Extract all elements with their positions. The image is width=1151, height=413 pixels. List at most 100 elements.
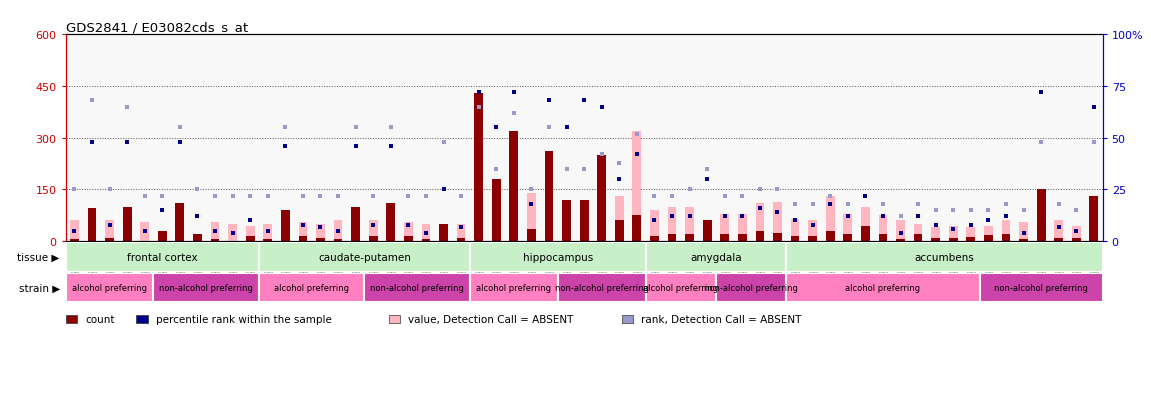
Point (364, 222, 382, 228)
Bar (470, 242, 646, 272)
Point (663, 193, 681, 199)
Bar (980, 273, 1103, 303)
Bar (259, 242, 470, 272)
Point (136, 228, 154, 235)
Point (399, 222, 418, 228)
Point (1084, 139, 1103, 146)
Bar (510, 131, 518, 242)
Bar (457, 224, 465, 242)
Bar (1054, 221, 1064, 242)
Point (259, 228, 277, 235)
Point (170, 139, 189, 146)
Bar (967, 228, 975, 242)
Text: alcohol preferring: alcohol preferring (846, 283, 921, 292)
Bar (650, 236, 658, 242)
Bar (984, 226, 993, 242)
Point (909, 201, 928, 208)
Bar (897, 240, 905, 242)
Point (540, 125, 558, 131)
Point (980, 218, 998, 224)
Point (206, 228, 224, 235)
Point (153, 193, 171, 199)
Bar (298, 223, 307, 242)
Bar (544, 152, 554, 242)
Text: non-alcohol preferring: non-alcohol preferring (994, 283, 1088, 292)
Point (557, 125, 576, 131)
Bar (457, 238, 465, 242)
Point (680, 214, 699, 220)
Point (821, 201, 839, 208)
Point (610, 176, 628, 183)
Point (593, 104, 611, 111)
Point (382, 143, 401, 150)
Point (1084, 104, 1103, 111)
Bar (175, 204, 184, 242)
Point (523, 187, 541, 193)
Point (750, 187, 769, 193)
Point (189, 187, 207, 193)
Text: alcohol preferring: alcohol preferring (73, 283, 147, 292)
Point (646, 193, 664, 199)
Bar (558, 273, 646, 303)
Point (399, 193, 418, 199)
Bar (491, 180, 501, 242)
Point (434, 139, 452, 146)
Bar (791, 219, 800, 242)
Bar (931, 238, 940, 242)
Bar (123, 207, 131, 242)
Point (839, 201, 857, 208)
Bar (1001, 221, 1011, 242)
Point (170, 125, 189, 131)
Bar (716, 273, 786, 303)
Bar (105, 238, 114, 242)
Point (523, 201, 541, 208)
Bar (153, 273, 259, 303)
Text: alcohol preferring: alcohol preferring (274, 283, 349, 292)
Bar (755, 204, 764, 242)
Point (750, 205, 769, 212)
Point (382, 125, 401, 131)
Text: rank, Detection Call = ABSENT: rank, Detection Call = ABSENT (641, 314, 801, 324)
Bar (1019, 223, 1028, 242)
Point (733, 193, 752, 199)
Point (504, 90, 523, 96)
Point (768, 209, 786, 216)
Point (1014, 230, 1032, 237)
Bar (70, 240, 78, 242)
Point (821, 193, 839, 199)
Bar (527, 230, 536, 242)
Text: alcohol preferring: alcohol preferring (643, 283, 718, 292)
Bar (562, 200, 571, 242)
Point (698, 166, 716, 173)
Point (452, 224, 471, 230)
Point (698, 176, 716, 183)
Bar (264, 224, 272, 242)
Text: caudate-putamen: caudate-putamen (318, 252, 411, 262)
Point (997, 201, 1015, 208)
Point (733, 214, 752, 220)
Text: GDS2841 / E03082cds_s_at: GDS2841 / E03082cds_s_at (66, 21, 247, 34)
Bar (791, 236, 800, 242)
Point (1067, 207, 1085, 214)
Point (346, 143, 365, 150)
Text: non-alcohol preferring: non-alcohol preferring (371, 283, 464, 292)
Bar (773, 202, 782, 242)
Point (961, 222, 980, 228)
Point (803, 222, 822, 228)
Bar (317, 224, 325, 242)
Point (329, 228, 348, 235)
Bar (474, 94, 483, 242)
Point (259, 193, 277, 199)
Point (364, 193, 382, 199)
Point (417, 230, 435, 237)
Bar (844, 235, 852, 242)
Point (66, 228, 84, 235)
Bar (808, 236, 817, 242)
Point (83, 98, 101, 104)
Bar (786, 242, 1103, 272)
Point (856, 193, 875, 199)
Point (100, 187, 119, 193)
Bar (368, 236, 378, 242)
Point (557, 166, 576, 173)
Bar (259, 273, 365, 303)
